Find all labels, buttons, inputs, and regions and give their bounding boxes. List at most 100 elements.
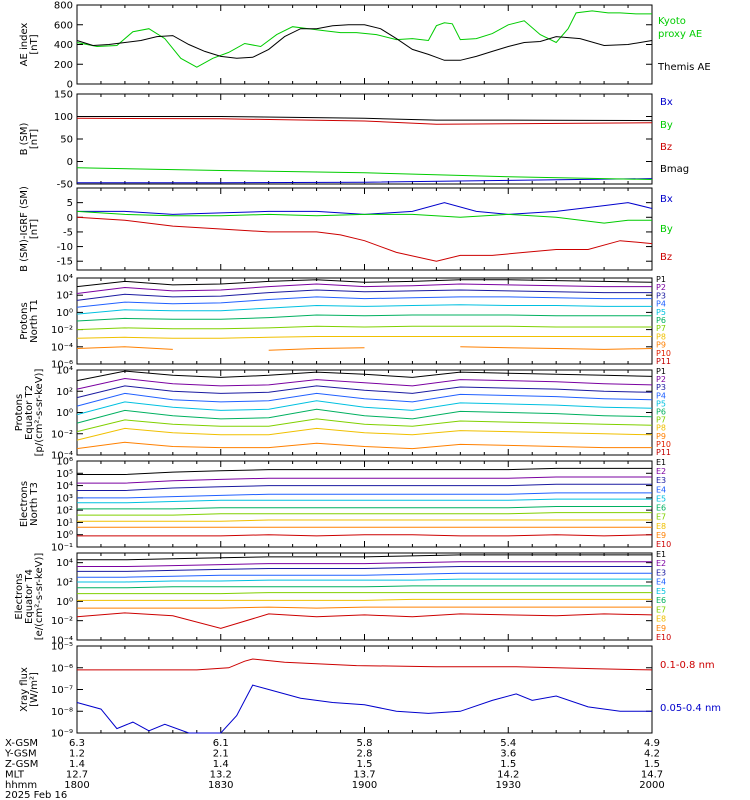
legend-label: P4 [656,300,666,309]
footer-value: 1900 [352,780,377,791]
y-axis-label: Equator T2 [24,385,35,440]
legend-label: E1 [656,550,666,559]
footer-value: 2000 [639,780,664,791]
legend-label: E9 [656,531,666,540]
footer-value: 1.4 [213,759,229,770]
series-line-e8 [77,519,652,522]
legend-label: E7 [656,513,666,522]
y-tick-label: 10⁵ [56,469,73,480]
footer-date: 2025 Feb 16 [5,790,67,800]
legend-label: P2 [656,375,666,384]
panel-frame-electrons_north [76,460,653,548]
legend-label: By [660,224,673,235]
y-tick-label: 10⁶ [56,457,73,468]
y-axis-label: North T3 [29,482,40,526]
y-tick-label: 10⁰ [56,530,73,541]
y-axis-label: North T1 [29,299,40,343]
y-tick-label: 10⁻⁹ [51,729,73,740]
series-line-e1 [77,554,652,561]
y-axis-label: Protons [19,302,30,339]
series-line-e3 [77,483,652,491]
series-line-p9 [76,441,652,450]
legend-label: E9 [656,624,666,633]
legend-label: Themis AE [657,62,711,73]
footer-value: 2.8 [357,749,373,760]
y-tick-label: 10³ [56,493,73,504]
series-line-p9 [76,346,653,351]
legend-label: E2 [656,559,666,568]
footer-value: 2.1 [213,749,229,760]
series-line-p3 [76,289,652,301]
footer-value: 1830 [208,780,233,791]
series-line-p5 [76,304,652,315]
series-line-0-1-0-8-nm [77,658,653,671]
y-axis-label: Protons [14,394,25,431]
footer-value: 1.4 [69,759,85,770]
legend-label: P9 [656,341,666,350]
series-line-themis-ae [76,24,653,61]
y-axis-label: [nT] [29,34,40,54]
legend-label: E4 [656,485,666,494]
panel-frame-xray [76,645,653,734]
y-axis-label: [p/(cm²-s-sr-keV)] [34,369,45,457]
legend-label: E2 [656,467,666,476]
y-tick-label: 10⁻⁴ [51,636,73,647]
y-tick-label: -10 [57,242,73,253]
legend-label: Kyoto [658,16,686,27]
panel-frame-protons_north [76,277,653,365]
footer-value: 5.4 [500,738,516,749]
legend-label: P1 [656,367,666,376]
y-axis-label: Equator T4 [24,569,35,624]
y-tick-label: 10⁴ [56,366,73,377]
y-tick-label: 150 [54,90,73,101]
y-tick-label: 10⁻¹ [51,543,73,554]
series-line-e6 [77,506,652,510]
legend-label: E10 [656,540,671,549]
legend-label: Bmag [660,164,689,175]
series-line-e4 [77,572,652,578]
series-line-p7 [76,418,653,433]
y-tick-label: 10⁻² [51,616,73,627]
series-line-e5 [77,578,652,583]
legend-label: proxy AE [658,29,702,40]
y-tick-label: 10⁴ [56,558,73,569]
y-tick-label: 10⁴ [56,274,73,285]
footer-value: 14.7 [641,770,663,781]
legend-label: P10 [656,440,671,449]
series-line-bz [76,216,653,262]
y-tick-label: -15 [57,257,73,268]
legend-label: P3 [656,383,666,392]
y-tick-label: 10⁻⁴ [51,342,73,353]
y-tick-label: 0 [67,213,73,224]
series-line-p8 [76,336,652,339]
legend-label: P3 [656,291,666,300]
legend-label: E4 [656,578,666,587]
legend-label: E3 [656,476,666,485]
series-line-by [76,210,652,224]
series-line-e10 [76,612,653,629]
legend-label: E6 [656,596,666,605]
y-tick-label: 10⁻⁶ [51,663,73,674]
footer-value: 1.2 [69,749,85,760]
footer-value: 6.1 [213,738,229,749]
y-tick-label: 0 [67,80,73,91]
legend-label: P9 [656,432,666,441]
footer-value: 13.2 [210,770,232,781]
legend-label: P6 [656,408,666,417]
series-line-by [76,167,653,180]
footer-value: 4.9 [644,738,660,749]
footer-row-label: Y-GSM [4,749,37,760]
y-tick-label: 600 [54,20,73,31]
y-tick-label: 10⁰ [56,308,73,319]
y-tick-label: 100 [54,112,73,123]
legend-label: E7 [656,605,666,614]
series-line-e6 [77,585,652,589]
series-line-e7 [77,512,652,516]
y-tick-label: 10² [56,291,73,302]
series-line-p4 [76,296,652,308]
series-line-e10 [77,534,653,537]
y-tick-label: 10⁻⁴ [51,451,73,462]
legend-label: P1 [656,275,666,284]
y-tick-label: 200 [54,60,73,71]
